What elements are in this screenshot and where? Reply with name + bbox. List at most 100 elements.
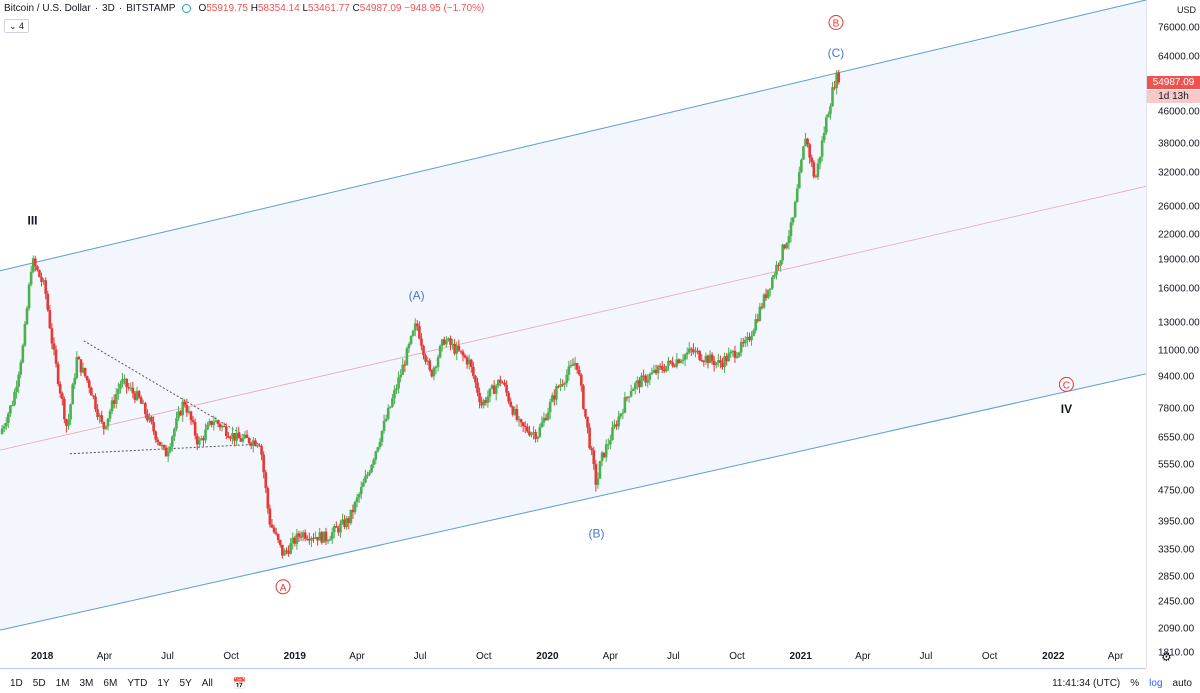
candle-body [528,431,531,436]
time-tick-label: 2019 [283,651,306,662]
candle-body [258,445,261,447]
candle-body [636,380,639,384]
candle-body [621,412,625,414]
range-button-3m[interactable]: 3M [79,677,94,689]
candle-body [293,537,297,544]
candle-body [442,339,446,345]
candle-body [415,323,419,327]
candle-body [395,388,398,390]
candle-body [401,364,405,375]
range-button-all[interactable]: All [201,677,213,689]
candle-body [534,432,537,439]
candle-body [762,294,766,308]
candle-body [773,274,776,278]
candle-body [189,411,193,421]
candle-body [54,349,58,364]
range-button-1y[interactable]: 1Y [157,677,170,689]
bar-countdown-tag: 1d 13h [1147,90,1200,104]
candle-body [73,377,77,385]
price-chart[interactable]: III IV A B C (A) (B) (C) [0,0,1146,668]
price-scale[interactable]: USD [1146,0,1200,668]
candle-body [46,293,50,310]
candle-body [540,422,544,428]
sub-wave-a-label: (A) [409,288,425,302]
candle-body [9,405,12,414]
time-tick-label: Jul [919,651,933,662]
symbol-name[interactable]: Bitcoin / U.S. Dollar [4,3,91,14]
candle-body [633,383,637,389]
candle-body [712,360,716,366]
candle-body [472,366,475,377]
price-tick-label: 3350.00 [1158,544,1195,556]
candle-body [511,406,515,415]
candle-body [617,416,620,427]
candle-body [550,395,554,402]
interval-label[interactable]: 3D [102,3,115,14]
candle-body [606,444,610,446]
candle-body [424,355,427,362]
candle-body [748,336,751,341]
candle-body [638,380,641,388]
range-button-5d[interactable]: 5D [32,677,46,689]
price-tick-label: 76000.00 [1158,22,1200,34]
price-tick-label: 9400.00 [1158,371,1195,383]
candle-body [588,427,591,449]
candle-body [160,445,164,447]
candle-body [119,383,122,389]
candle-body [744,339,747,344]
candle-body [492,385,496,394]
candle-body [104,426,108,429]
range-button-ytd[interactable]: YTD [127,677,148,689]
candle-body [764,294,768,298]
candle-body [227,436,230,438]
wave-iv-label: IV [1061,402,1072,416]
candle-body [787,236,791,244]
candle-body [274,532,278,535]
log-toggle[interactable]: log [1149,677,1163,689]
range-button-1m[interactable]: 1M [55,677,70,689]
candle-body [98,415,101,418]
range-button-6m[interactable]: 6M [103,677,118,689]
clock-display[interactable]: 11:41:34 (UTC) [1052,677,1121,689]
candle-body [496,379,500,386]
candle-body [40,277,43,282]
candle-body [79,359,83,373]
candle-body [359,486,363,495]
triangle-top-line [83,340,260,445]
candle-body [241,438,245,442]
candle-body [789,222,793,237]
candle-body [343,519,346,528]
auto-toggle[interactable]: auto [1172,677,1192,689]
candle-body [615,424,618,427]
range-button-5y[interactable]: 5Y [179,677,192,689]
candle-body [198,440,201,445]
candle-body [667,360,670,366]
candle-body [422,345,425,356]
time-tick-label: 2020 [536,651,559,662]
price-tick-label: 19000.00 [1158,254,1200,266]
candle-body [249,443,253,446]
indicators-collapse-toggle[interactable]: ⌄ 4 [4,19,30,33]
candle-body [411,330,415,336]
candle-body [77,357,81,360]
candle-body [611,427,614,441]
range-button-1d[interactable]: 1D [10,677,23,689]
candle-body [391,398,394,407]
candle-body [272,527,276,533]
candle-body [629,390,633,397]
candle-body [285,550,288,552]
candle-body [322,531,326,543]
candle-body [38,270,41,278]
candle-body [60,393,64,399]
percent-toggle[interactable]: % [1130,677,1140,689]
candle-body [804,138,807,147]
chart-area[interactable]: III IV A B C (A) (B) (C) Bitcoin / U.S. Dollar … [0,0,1146,668]
candle-body [96,409,99,418]
chart-settings-gear-icon[interactable]: ⚙ [1161,650,1172,664]
bottom-right-controls: 11:41:34 (UTC) % log auto [1052,673,1192,693]
candle-body [673,365,677,367]
price-tick-label: 26000.00 [1158,201,1200,213]
candle-body [144,403,147,415]
calendar-icon[interactable]: 📅 [232,677,247,690]
candle-body [233,433,236,441]
